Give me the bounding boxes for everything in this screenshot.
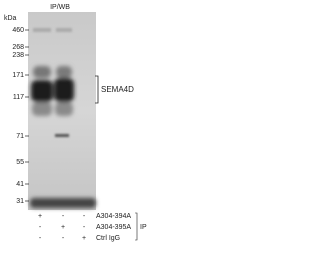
row-label: A304-394A bbox=[96, 213, 131, 220]
lane-sign: + bbox=[61, 224, 65, 231]
lane-sign: + bbox=[82, 235, 86, 242]
group-label: IP bbox=[140, 224, 147, 231]
bands bbox=[30, 66, 96, 208]
marker-label: 71 bbox=[16, 133, 24, 140]
marker-label: 41 bbox=[16, 181, 24, 188]
marker-label: 171 bbox=[12, 72, 24, 79]
unit-label: kDa bbox=[4, 15, 17, 22]
lane-sign: - bbox=[83, 224, 86, 231]
marker-label: 55 bbox=[16, 159, 24, 166]
lane-sign: - bbox=[62, 235, 65, 242]
lane-sign: + bbox=[38, 213, 42, 220]
row-label: Ctrl IgG bbox=[96, 235, 120, 242]
blot bbox=[28, 12, 96, 210]
lane-sign: - bbox=[39, 224, 42, 231]
lane-sign: - bbox=[39, 235, 42, 242]
marker-label: 460 bbox=[12, 27, 24, 34]
marker-label: 238 bbox=[12, 52, 24, 59]
row-label: A304-395A bbox=[96, 224, 131, 231]
target-bracket bbox=[95, 75, 99, 104]
target-label: SEMA4D bbox=[101, 85, 134, 94]
marker-label: 117 bbox=[13, 94, 24, 101]
lane-sign: - bbox=[83, 213, 86, 220]
lane-sign: - bbox=[62, 213, 65, 220]
marker-label: 31 bbox=[16, 198, 24, 205]
blot-title: IP/WB bbox=[50, 4, 70, 11]
ip-bracket bbox=[135, 212, 138, 241]
marker-label: 268 bbox=[12, 44, 24, 51]
